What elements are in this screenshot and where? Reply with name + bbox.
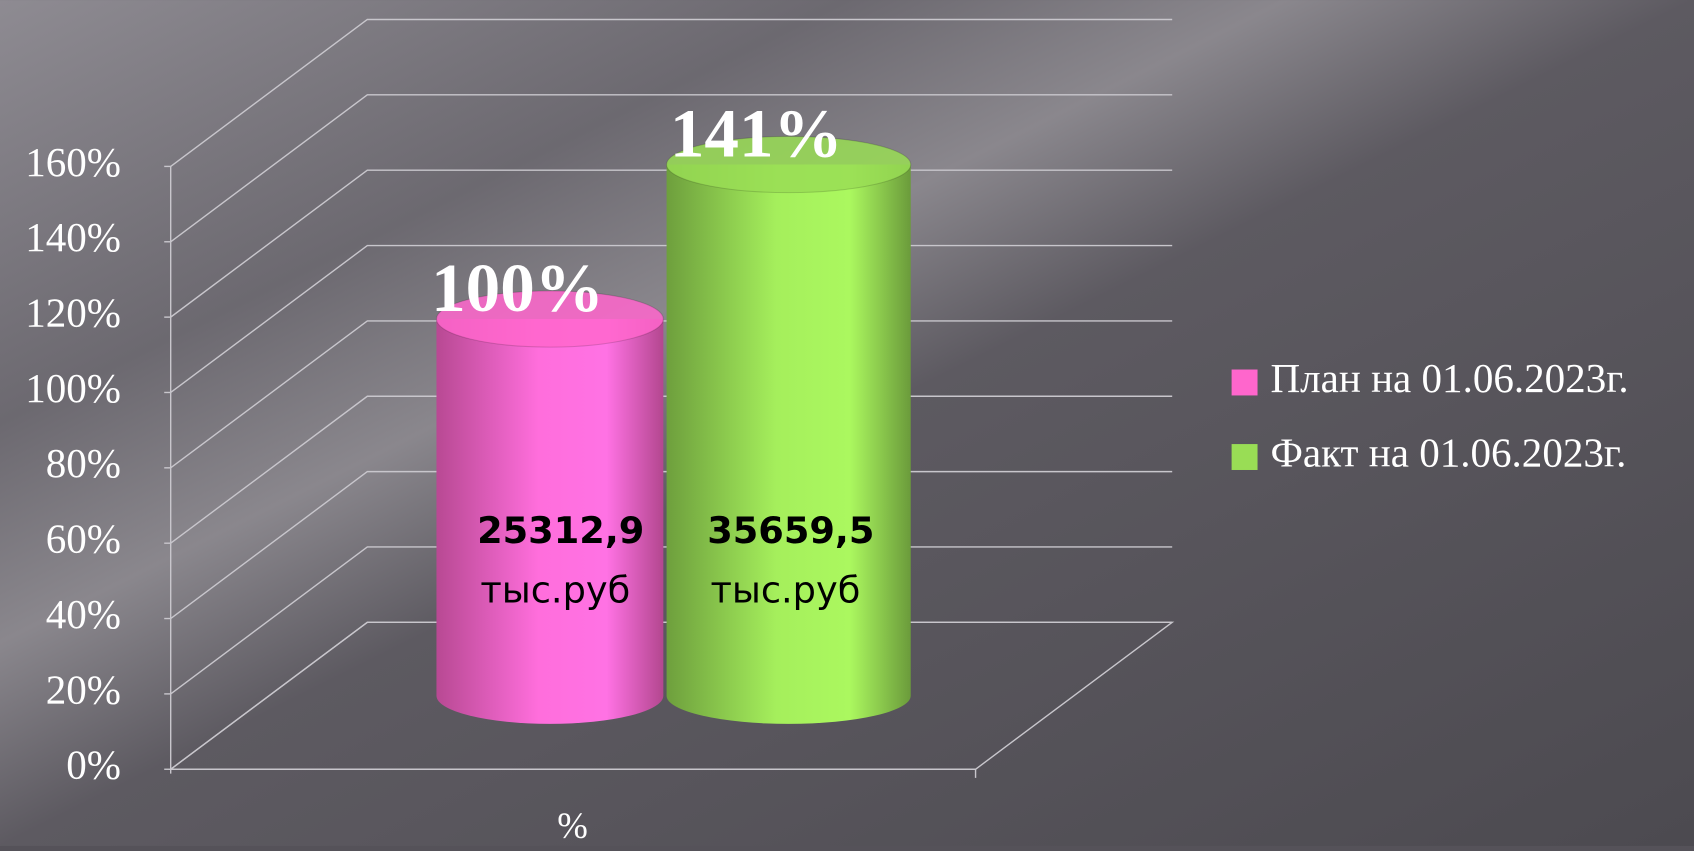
cylinder-top [435, 290, 664, 348]
inner-label: 25312,9 [477, 509, 644, 552]
cylinder-body [666, 164, 911, 724]
inner-unit: тыс.руб [480, 569, 630, 612]
value-label: 141% [670, 95, 843, 172]
cylinder-top [666, 135, 912, 194]
cylinder [666, 135, 912, 724]
y-tick-label: 0% [66, 742, 121, 788]
value-label: 100% [431, 249, 604, 326]
y-tick-label: 100% [25, 365, 121, 411]
y-tick-label: 40% [46, 591, 121, 637]
y-tick-label: 140% [25, 214, 121, 260]
y-tick-label: 160% [25, 139, 121, 185]
cylinder-body [436, 319, 664, 724]
legend-label: Факт на 01.06.2023г. [1270, 429, 1626, 475]
y-tick-label: 60% [46, 516, 121, 562]
legend-label: План на 01.06.2023г. [1270, 355, 1628, 401]
x-axis-label: % [557, 805, 588, 846]
inner-unit: тыс.руб [710, 569, 860, 612]
grid-line [170, 94, 1173, 243]
grid-line [170, 18, 1173, 167]
inner-label: 35659,5 [707, 509, 874, 552]
legend-swatch [1231, 444, 1258, 470]
y-tick-label: 120% [25, 290, 121, 336]
legend-swatch [1231, 369, 1258, 396]
cylinder [435, 290, 664, 724]
y-tick-label: 20% [46, 666, 121, 712]
y-tick-label: 80% [46, 440, 121, 486]
